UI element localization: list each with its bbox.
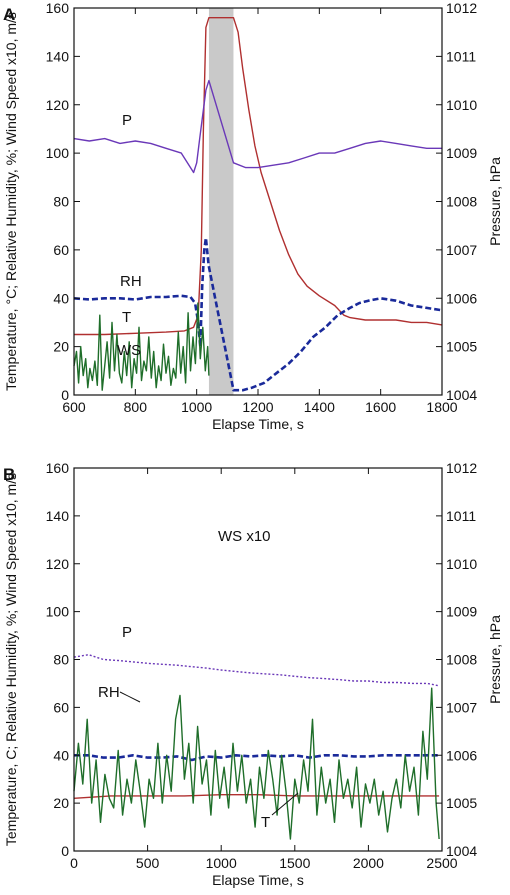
panel-a-x-tick-label: 1000 [181, 399, 212, 415]
panel-a-y2-axis-label: Pressure, hPa [487, 157, 503, 246]
panel-b-rh-pointer [119, 691, 141, 703]
panel-a-series-ws [73, 302, 210, 391]
panel-b-x-tick-label: 2500 [426, 855, 457, 871]
panel-a-y2-tick-label: 1004 [446, 387, 477, 403]
panel-b-y-tick-label: 0 [61, 843, 69, 859]
panel-b-y2-tick-label: 1005 [446, 795, 477, 811]
panel-b-annotation-rh: RH [98, 684, 120, 701]
panel-b-x-tick-label: 2000 [353, 855, 384, 871]
panel-b-y2-tick-label: 1009 [446, 604, 477, 620]
panel-a-y-tick-label: 120 [46, 97, 70, 113]
panel-b-x-tick-label: 1500 [279, 855, 310, 871]
panel-a-annotation-t: T [122, 309, 131, 326]
panel-a-y-tick-label: 100 [46, 145, 70, 161]
panel-a-y2-tick-label: 1008 [446, 194, 477, 210]
panel-b-y2-tick-label: 1011 [446, 508, 476, 524]
panel-a-y2-tick-label: 1010 [446, 97, 477, 113]
panel-a-panel-letter: A [3, 5, 15, 24]
panel-a-y-tick-label: 40 [53, 290, 69, 306]
panel-a-series-rh [73, 236, 443, 392]
panel-b-y2-axis-label: Pressure, hPa [487, 615, 503, 704]
panel-a-x-tick-label: 1200 [242, 399, 273, 415]
panel-b-y-tick-label: 60 [53, 699, 69, 715]
panel-b-annotation-ws-x10: WS x10 [218, 528, 271, 545]
panel-b-y2-tick-label: 1010 [446, 556, 477, 572]
panel-b-annotation-t: T [261, 814, 270, 831]
panel-a-x-axis-label: Elapse Time, s [212, 416, 304, 432]
panel-b-y-tick-label: 120 [46, 556, 70, 572]
panel-b-series-rh [74, 753, 440, 762]
panel-a-y2-tick-label: 1011 [446, 48, 476, 64]
panel-a: 600 800 1000 1200 1400 1600 1800 0 20 40 60 80 100 12… [3, 0, 503, 432]
panel-b-series-ws-x10 [73, 687, 440, 840]
panel-b-y-tick-label: 40 [53, 747, 69, 763]
panel-a-shaded-region [208, 8, 234, 395]
panel-a-y2-tick-label: 1007 [446, 242, 477, 258]
panel-b-series-p [73, 654, 440, 687]
panel-b-y-tick-label: 160 [46, 460, 70, 476]
panel-a-y2-tick-label: 1006 [446, 290, 477, 306]
panel-b-annotation-p: P [122, 624, 132, 641]
panel-b-y2-tick-label: 1006 [446, 747, 477, 763]
panel-b-x-tick-label: 500 [136, 855, 160, 871]
panel-b-y-tick-label: 20 [53, 795, 69, 811]
panel-a-x-tick-label: 1400 [304, 399, 335, 415]
panel-b-y2-tick-label: 1008 [446, 652, 477, 668]
panel-a-y-axis-label: Temperature, °C; Relative Humidity, %; W… [3, 12, 19, 391]
panel-b-y2-tick-label: 1004 [446, 843, 477, 859]
panel-a-series-t [74, 17, 443, 336]
panel-a-y-tick-label: 60 [53, 242, 69, 258]
panel-a-x-tick-label: 1600 [365, 399, 396, 415]
panel-a-annotation-rh: RH [120, 273, 142, 290]
panel-a-y-tick-label: 0 [61, 387, 69, 403]
panel-b-y-axis-label: Temperature, C; Relative Humidity, %; Wi… [3, 473, 19, 846]
panel-b-x-tick-label: 0 [70, 855, 78, 871]
panel-b-t-pointer [271, 792, 299, 816]
panel-a-x-tick-label: 600 [62, 399, 86, 415]
panel-a-plot-frame [73, 7, 443, 396]
panel-a-y-tick-label: 140 [46, 48, 70, 64]
panel-b: 0 500 1000 1500 2000 2500 0 20 40 60 80 100 120 140 16… [3, 460, 503, 888]
panel-a-y2-tick-label: 1012 [446, 0, 477, 16]
panel-a-y-tick-label: 20 [53, 339, 69, 355]
panel-b-y2-tick-label: 1007 [446, 699, 477, 715]
panel-b-y2-tick-label: 1012 [446, 460, 477, 476]
panel-b-x-axis-label: Elapse Time, s [212, 872, 304, 888]
panel-b-y-tick-label: 140 [46, 508, 70, 524]
panel-b-panel-letter: B [3, 465, 15, 484]
panel-b-y-tick-label: 80 [53, 652, 69, 668]
panel-a-x-tick-label: 800 [124, 399, 148, 415]
panel-a-series-p [73, 79, 442, 174]
panel-a-y-tick-label: 80 [53, 194, 69, 210]
panel-b-y-tick-label: 100 [46, 604, 70, 620]
panel-a-x-tick-label: 1800 [426, 399, 457, 415]
panel-a-y2-tick-label: 1009 [446, 145, 477, 161]
panel-a-y-tick-label: 160 [46, 0, 70, 16]
panel-a-annotation-p: P [122, 112, 132, 129]
panel-b-x-tick-label: 1000 [206, 855, 237, 871]
panel-a-y2-tick-label: 1005 [446, 339, 477, 355]
panel-a-annotation-ws: WS [117, 342, 141, 359]
